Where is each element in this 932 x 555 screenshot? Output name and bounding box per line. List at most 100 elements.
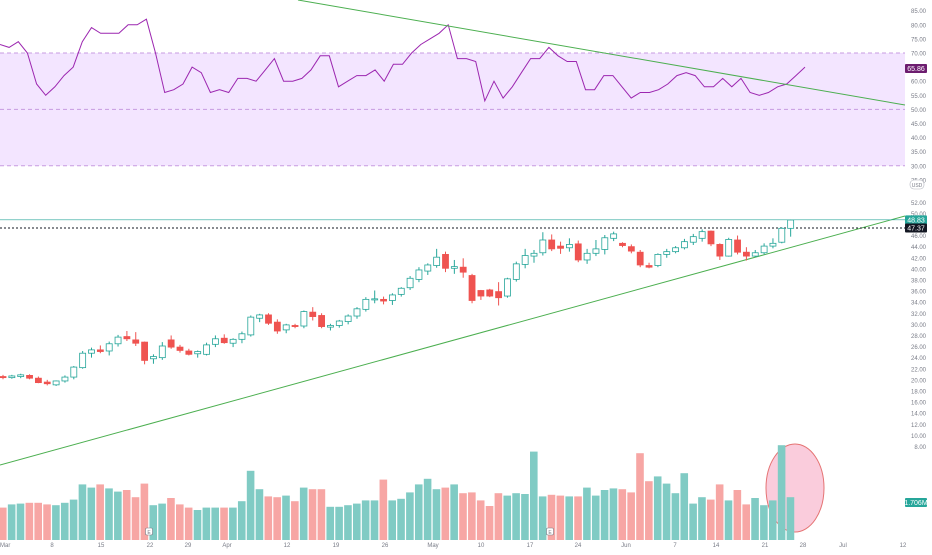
volume-bar <box>69 499 78 540</box>
volume-bar <box>715 484 724 540</box>
candle-body <box>211 338 219 345</box>
candle-body <box>689 236 697 243</box>
volume-bar <box>140 483 149 540</box>
time-tick-label: 12 <box>284 543 291 549</box>
time-tick-label: 21 <box>762 543 769 549</box>
volume-bar <box>414 484 423 540</box>
volume-bar <box>52 505 60 540</box>
price-tick-label: 22.00 <box>911 367 927 373</box>
prev-close-badge: 47.37 <box>905 223 927 233</box>
candle-body <box>716 244 724 257</box>
candle-body <box>123 336 131 340</box>
candle-body <box>335 320 343 326</box>
candle-body <box>344 315 352 322</box>
candle-body <box>17 374 25 377</box>
price-tick-label: 20.00 <box>911 378 927 384</box>
price-tick-label: 32.00 <box>911 312 927 318</box>
volume-bar <box>530 451 538 540</box>
rsi-tick-label: 45.00 <box>911 122 927 128</box>
candle-body <box>291 325 299 327</box>
rsi-trendline[interactable] <box>297 0 906 106</box>
volume-bar <box>742 504 750 540</box>
candle-body <box>787 219 795 229</box>
time-tick-label: 7 <box>673 543 677 549</box>
volume-bar <box>459 493 467 540</box>
candle-body <box>194 351 202 355</box>
volume-bar <box>220 507 228 540</box>
candle-body <box>442 254 449 269</box>
volume-bar <box>494 493 503 540</box>
candle-body <box>0 376 7 379</box>
volume-bars <box>0 451 768 540</box>
candle-body <box>265 314 272 324</box>
candle-body <box>256 314 264 319</box>
earnings-badge <box>145 527 153 536</box>
volume-bar <box>662 483 671 540</box>
volume-bar <box>547 494 556 540</box>
rsi-line <box>0 18 806 103</box>
volume-bar <box>158 503 166 540</box>
volume-bar <box>25 502 34 540</box>
candle-body <box>539 239 547 254</box>
price-tick-label: 10.00 <box>911 434 927 440</box>
candle-body <box>751 252 759 257</box>
volume-bar <box>476 500 485 540</box>
volume-bar <box>406 492 414 540</box>
volume-bar <box>202 507 211 540</box>
volume-bar <box>627 492 635 540</box>
volume-badge: 1.706M <box>904 498 928 507</box>
candle-body <box>70 366 78 378</box>
volume-bar <box>0 507 7 540</box>
price-tick-label: 14.00 <box>911 412 927 418</box>
time-tick-label: 29 <box>185 543 192 549</box>
candle-body <box>185 350 193 355</box>
candle-body <box>415 269 423 280</box>
time-tick-label: 17 <box>527 543 534 549</box>
candle-body <box>88 349 95 354</box>
price-tick-label: 8.00 <box>914 445 926 451</box>
volume-bar <box>16 503 25 540</box>
candle-body <box>557 245 564 249</box>
price-tick-label: 16.00 <box>911 401 927 407</box>
time-tick-label: 24 <box>575 543 582 549</box>
current-price-label: 48.83 <box>907 217 925 224</box>
price-axis: 52.0050.0048.0046.0044.0042.0040.0038.00… <box>911 201 927 451</box>
candle-body <box>79 352 87 369</box>
time-tick-label: Mar <box>0 543 10 549</box>
candlestick-series <box>0 219 795 386</box>
candle-body <box>397 287 405 295</box>
volume-bar <box>264 496 273 540</box>
candle-body <box>318 315 326 327</box>
candle-body <box>300 311 308 327</box>
volume-bar <box>565 496 573 540</box>
volume-bar <box>468 492 476 540</box>
price-tick-label: 30.00 <box>911 323 927 329</box>
volume-bar <box>87 487 96 540</box>
volume-bar <box>450 484 458 540</box>
time-tick-label: 8 <box>50 543 54 549</box>
volume-bar <box>96 484 104 540</box>
price-tick-label: 24.00 <box>911 356 927 362</box>
candle-body <box>725 239 733 257</box>
currency-badge[interactable]: USD <box>909 179 925 190</box>
volume-bar <box>751 498 759 540</box>
time-tick-label: Jun <box>621 543 631 549</box>
candle-body <box>654 254 662 266</box>
time-tick-label: May <box>427 543 438 549</box>
candle-body <box>672 247 679 253</box>
volume-bar <box>105 488 113 540</box>
price-tick-label: 46.00 <box>911 234 927 240</box>
volume-bar <box>653 476 662 540</box>
price-support-trendline[interactable] <box>0 215 906 466</box>
volume-bar <box>176 504 184 540</box>
candle-body <box>229 338 237 344</box>
candle-body <box>424 264 432 272</box>
candle-body <box>681 241 688 249</box>
candle-body <box>158 345 166 359</box>
earnings-badge-label: E <box>548 530 552 536</box>
volume-bar <box>299 487 308 540</box>
candle-body <box>105 343 113 352</box>
